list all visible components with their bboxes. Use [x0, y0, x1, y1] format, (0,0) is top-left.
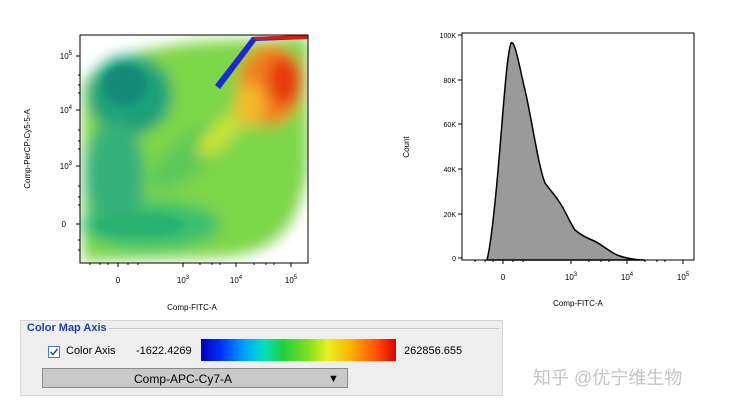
color-axis-checkbox[interactable] — [48, 346, 60, 358]
hist-x-tick-label: 105 — [677, 272, 690, 282]
hist-y-tick-label: 80K — [444, 78, 457, 85]
hist-y-tick-label: 100K — [440, 33, 457, 40]
x-tick-label: 105 — [285, 275, 298, 285]
panel-divider — [109, 328, 499, 329]
y-tick-label: 103 — [60, 161, 73, 171]
parameter-dropdown[interactable]: Comp-APC-Cy7-A ▼ — [42, 368, 348, 388]
color-map-min-value: -1622.4269 — [136, 345, 192, 357]
histogram-fill — [486, 42, 646, 261]
dropdown-arrow-icon: ▼ — [328, 373, 339, 385]
hist-y-tick-label: 20K — [444, 212, 457, 219]
color-gradient-bar — [201, 339, 396, 361]
hist-y-tick-label: 60K — [444, 122, 457, 129]
histogram: 100K 80K 60K 40K 20K 0 0 103 104 105 Com… — [402, 32, 695, 308]
histogram-frame — [461, 32, 695, 261]
hist-x-tick-label: 0 — [501, 273, 506, 282]
dot-plot-cloud — [80, 35, 308, 261]
parameter-dropdown-value: Comp-APC-Cy7-A — [133, 372, 232, 386]
watermark: 知乎 @优宁维生物 — [533, 368, 683, 388]
histogram-x-label: Comp-FITC-A — [553, 299, 603, 308]
color-axis-label[interactable]: Color Axis — [66, 345, 116, 357]
hist-y-tick-label: 0 — [452, 256, 456, 263]
hist-x-tick-label: 103 — [565, 272, 578, 282]
dot-plot: 105 104 103 0 0 103 104 105 Comp-FITC-A … — [23, 34, 309, 312]
y-tick-label: 104 — [60, 105, 73, 115]
x-tick-label: 0 — [116, 276, 121, 285]
hist-x-tick-label: 104 — [621, 272, 634, 282]
dot-plot-y-label: Comp-PerCP-Cy5-5-A — [23, 109, 32, 189]
panel-title: Color Map Axis — [27, 322, 107, 334]
x-tick-label: 104 — [230, 275, 243, 285]
color-map-axis-panel: Color Map Axis Color Axis -1622.4269 262… — [20, 320, 503, 396]
dot-plot-x-label: Comp-FITC-A — [167, 303, 217, 312]
hist-y-tick-label: 40K — [444, 167, 457, 174]
checkmark-icon — [50, 348, 59, 356]
y-tick-label: 105 — [60, 51, 73, 61]
color-map-max-value: 262856.655 — [404, 345, 463, 357]
x-tick-label: 103 — [177, 275, 190, 285]
y-tick-label: 0 — [62, 220, 67, 229]
histogram-y-label: Count — [402, 136, 411, 158]
